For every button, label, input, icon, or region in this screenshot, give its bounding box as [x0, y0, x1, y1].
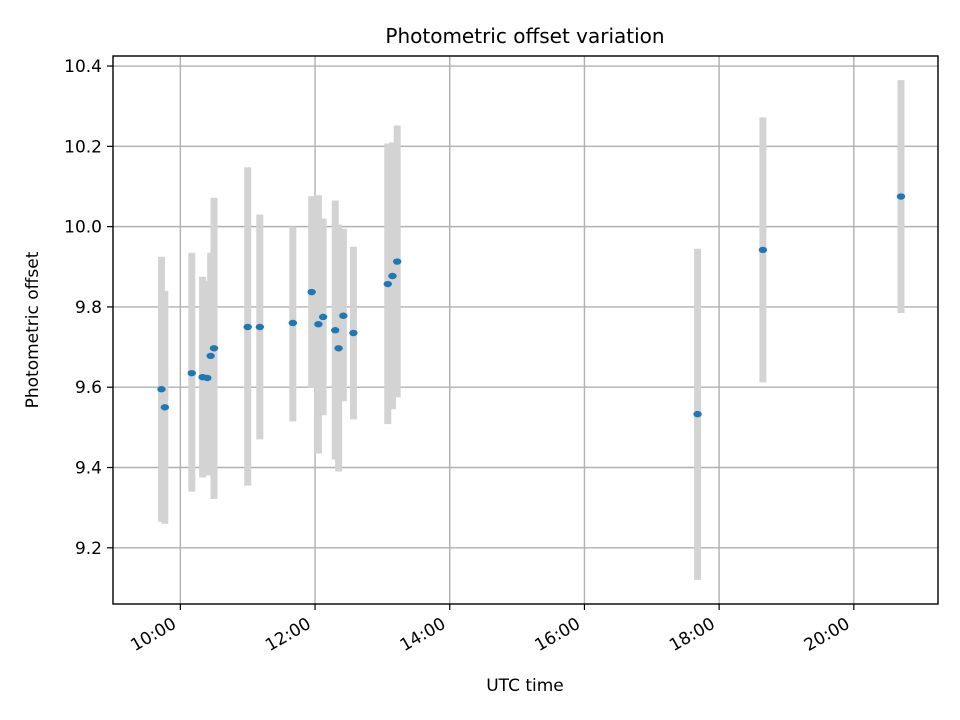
data-point [187, 369, 196, 377]
data-point [206, 352, 215, 360]
y-tick-label: 9.6 [75, 378, 102, 398]
data-point [383, 280, 392, 288]
data-point [331, 327, 340, 334]
y-tick-label: 10.4 [64, 57, 102, 77]
data-point [393, 258, 402, 265]
data-point [349, 329, 358, 337]
data-point [896, 193, 906, 200]
data-point [255, 323, 265, 331]
data-point [157, 386, 166, 393]
data-point [758, 246, 768, 254]
data-point [339, 312, 348, 319]
data-point [203, 374, 212, 382]
y-axis-label: Photometric offset [23, 251, 43, 408]
y-tick-label: 10.0 [64, 218, 102, 238]
data-point [318, 313, 328, 321]
x-axis-label: UTC time [486, 676, 564, 696]
data-point [314, 320, 323, 328]
y-tick-label: 9.2 [75, 539, 102, 559]
plot-frame [112, 55, 939, 605]
data-point [288, 319, 298, 327]
data-point [307, 288, 316, 296]
data-point [334, 345, 343, 352]
data-point [160, 404, 170, 411]
y-axis-ticks: 9.2 9.4 9.6 9.8 10.0 10.2 10.4 [64, 57, 113, 559]
data-point [693, 410, 702, 418]
y-tick-label: 9.4 [75, 459, 102, 479]
data-point [243, 323, 252, 331]
data-point [209, 345, 219, 352]
y-tick-label: 9.8 [75, 298, 102, 318]
data-point [388, 272, 397, 280]
chart-title: Photometric offset variation [385, 24, 664, 48]
data-points [157, 193, 906, 418]
y-tick-label: 10.2 [64, 137, 102, 157]
